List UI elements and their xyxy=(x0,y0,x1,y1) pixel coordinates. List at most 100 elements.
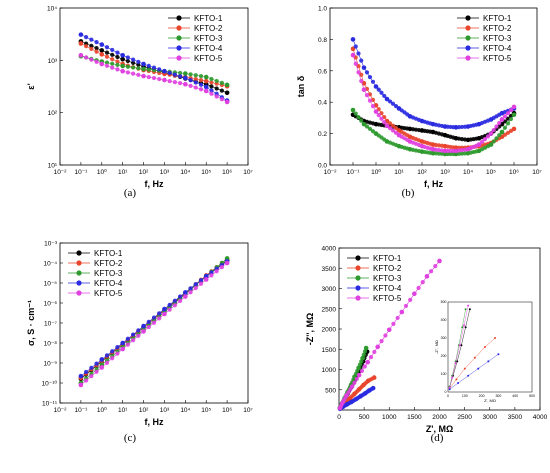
legend-label: KFTO-3 xyxy=(194,34,223,43)
data-point xyxy=(360,355,365,361)
x-tick-label: 10⁻¹ xyxy=(347,169,361,176)
legend-marker xyxy=(465,25,471,31)
data-point xyxy=(167,78,172,84)
data-point xyxy=(146,324,151,330)
x-tick-label: 10⁴ xyxy=(180,169,190,176)
data-point xyxy=(115,345,120,350)
data-point xyxy=(403,303,409,309)
inset-x-tick-label: 100 xyxy=(462,394,468,398)
data-point xyxy=(488,142,494,147)
y-tick-label: 0.8 xyxy=(318,37,327,44)
data-point xyxy=(136,62,141,67)
data-point xyxy=(162,77,167,83)
x-tick-label: 10⁵ xyxy=(201,169,211,176)
data-point xyxy=(120,56,125,62)
y-tick-label: 10² xyxy=(48,110,58,117)
data-point xyxy=(393,130,399,135)
x-tick-label: 10² xyxy=(417,169,427,176)
y-axis-title: tan δ xyxy=(296,75,306,97)
data-point xyxy=(104,360,110,365)
data-point xyxy=(162,306,167,312)
data-point xyxy=(131,338,136,343)
data-point xyxy=(89,43,94,48)
y-tick-label: 10⁻⁶ xyxy=(44,301,58,308)
x-tick-label: 10⁶ xyxy=(222,169,232,176)
inset-chart: 0 100 200 300 400 500 0 100 200 300 400 500 Z', MΩ -Z… xyxy=(434,300,535,403)
inset-data-point xyxy=(467,374,470,377)
legend-label: KFTO-3 xyxy=(94,269,123,278)
legend-marker xyxy=(355,275,361,281)
data-point xyxy=(178,70,183,76)
data-point xyxy=(198,281,204,286)
inset-series-line xyxy=(449,337,496,389)
data-point xyxy=(429,269,434,274)
x-tick-label: 10⁷ xyxy=(243,169,253,176)
data-point xyxy=(84,35,89,40)
legend-label: KFTO-1 xyxy=(94,249,123,258)
data-point xyxy=(376,87,381,92)
data-point xyxy=(94,46,99,51)
inset-data-point xyxy=(467,304,470,307)
data-point xyxy=(383,333,388,338)
plot-frame xyxy=(329,7,538,166)
data-point xyxy=(104,45,110,50)
panel-b: 10⁻² 10⁻¹ 10⁰ 10¹ 10² 10³ 10⁴ 10⁵ 10⁶ 10⁷ 0.0 0.2 0.… xyxy=(296,6,542,190)
data-point xyxy=(353,61,358,66)
data-point xyxy=(125,342,130,347)
data-point xyxy=(214,86,219,91)
data-point xyxy=(110,61,115,66)
y-tick-label: 0.4 xyxy=(318,100,327,107)
x-tick-label: 4000 xyxy=(533,414,548,421)
x-tick-label: 10⁰ xyxy=(97,168,107,176)
data-point xyxy=(115,59,120,64)
inset-data-point xyxy=(457,382,460,384)
data-point xyxy=(491,139,496,144)
data-point xyxy=(353,44,358,49)
y-tick-label: 0.2 xyxy=(318,131,327,138)
legend-label: KFTO-4 xyxy=(483,44,512,53)
data-point xyxy=(157,311,162,316)
legend-marker xyxy=(465,45,471,51)
legend-label: KFTO-4 xyxy=(373,284,402,293)
inset-series-line xyxy=(449,305,469,388)
data-point xyxy=(219,265,224,270)
data-point xyxy=(420,280,425,285)
data-point xyxy=(78,52,84,58)
legend-marker xyxy=(76,290,82,296)
data-point xyxy=(115,54,120,60)
y-axis-title: -Z'', MΩ xyxy=(305,313,315,346)
data-point xyxy=(94,49,99,54)
y-tick-label: 500 xyxy=(325,387,336,394)
data-point xyxy=(494,124,499,129)
data-point xyxy=(89,374,94,379)
y-tick-label: 10⁴ xyxy=(47,6,57,13)
x-tick-label: 10⁻² xyxy=(324,169,338,176)
inset-x-tick-label: 0 xyxy=(447,394,449,398)
data-point xyxy=(459,124,465,130)
inset-data-point xyxy=(464,308,467,311)
data-point xyxy=(162,68,167,74)
data-point xyxy=(505,121,511,126)
x-axis-title: f, Hz xyxy=(424,179,443,189)
inset-data-point xyxy=(460,344,463,347)
data-point xyxy=(151,315,157,320)
data-point xyxy=(203,74,209,80)
data-point xyxy=(214,269,219,274)
data-point xyxy=(488,131,494,136)
panel-label-d: (d) xyxy=(431,432,444,444)
data-point xyxy=(364,124,370,129)
y-tick-label: 0.6 xyxy=(318,68,327,75)
legend-marker xyxy=(176,25,182,31)
data-point xyxy=(104,353,110,358)
data-point xyxy=(390,123,396,128)
data-point xyxy=(141,66,146,72)
inset-data-point xyxy=(448,388,451,391)
legend-label: KFTO-2 xyxy=(94,259,123,268)
x-tick-label: 10⁵ xyxy=(201,407,211,414)
data-point xyxy=(136,59,141,64)
inset-data-point xyxy=(462,324,465,327)
data-point xyxy=(433,151,439,156)
data-point xyxy=(120,346,125,352)
